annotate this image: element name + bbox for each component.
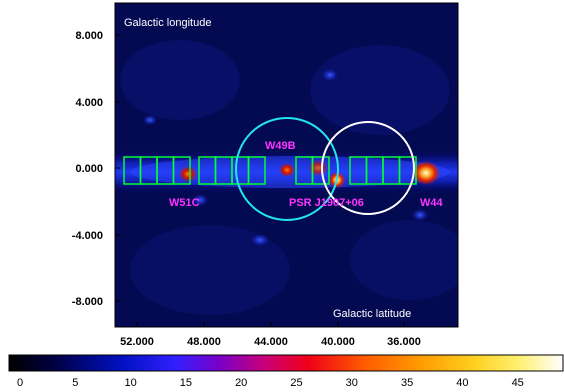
colorbar (8, 354, 564, 372)
y-tick-label: -8.000 (72, 296, 103, 308)
colorbar-tick-label: 20 (235, 377, 247, 389)
colorbar-tick-label: 30 (346, 377, 358, 389)
y-tick-label: -4.000 (72, 230, 103, 242)
colorbar-tick-label: 25 (290, 377, 302, 389)
colorbar-tick-label: 35 (401, 377, 413, 389)
x-tick-label: 40.000 (321, 336, 355, 348)
psr-label: PSR J1907+06 (289, 197, 364, 209)
x-tick-label: 36.000 (387, 336, 421, 348)
x-tick-label: 44.000 (254, 336, 288, 348)
colorbar-tick-label: 0 (17, 377, 23, 389)
w44-label: W44 (420, 197, 444, 209)
y-tick-label: 4.000 (75, 97, 103, 109)
w49b-circle (235, 117, 339, 221)
y-axis: 8.000 4.000 0.000 -4.000 -8.000 (72, 30, 120, 308)
sky-map (115, 3, 458, 327)
colorbar-tick-label: 15 (180, 377, 192, 389)
y-tick-label: 8.000 (75, 30, 103, 42)
colorbar-ticks: 0 5 10 15 20 25 30 35 40 45 (17, 377, 524, 389)
colorbar-tick-label: 10 (124, 377, 136, 389)
w51c-label: W51C (169, 197, 200, 209)
x-axis: 52.000 48.000 44.000 40.000 36.000 (120, 322, 421, 348)
region-box (172, 156, 191, 185)
region-box (398, 156, 417, 185)
corner-label-top: Galactic longitude (124, 17, 211, 29)
colorbar-tick-label: 40 (456, 377, 468, 389)
region-boxes (123, 156, 417, 185)
corner-label-bottom: Galactic latitude (333, 308, 411, 320)
x-tick-label: 48.000 (187, 336, 221, 348)
region-box (247, 156, 266, 185)
colorbar-tick-label: 5 (72, 377, 78, 389)
x-tick-label: 52.000 (120, 336, 154, 348)
region-box (311, 156, 330, 185)
y-tick-label: 0.000 (75, 163, 103, 175)
colorbar-tick-label: 45 (512, 377, 524, 389)
w49b-label: W49B (265, 140, 296, 152)
psr-circle (321, 121, 415, 215)
map-frame (114, 2, 459, 328)
